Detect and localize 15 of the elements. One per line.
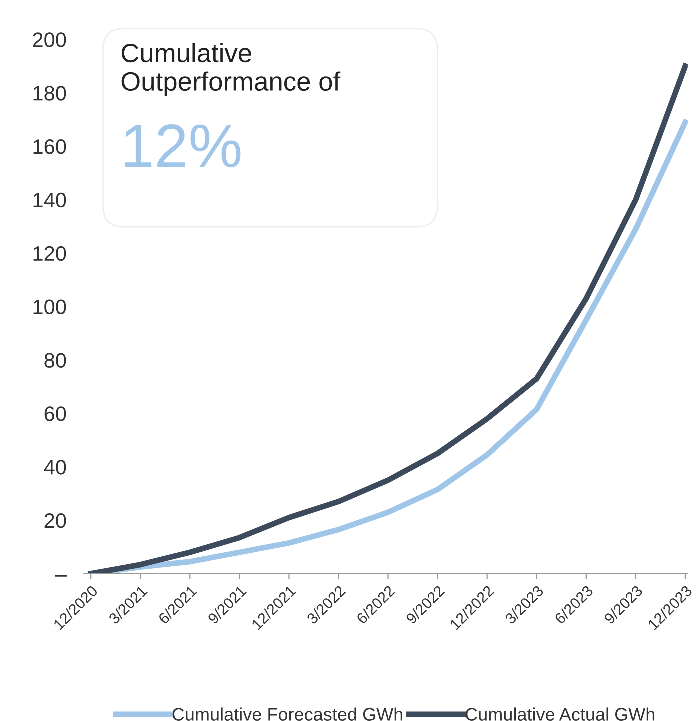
y-tick-label: 20 — [44, 513, 66, 528]
y-tick-label: 160 — [34, 140, 66, 154]
y-tick-label: – — [55, 575, 67, 577]
y-tick-label: 140 — [34, 192, 66, 208]
annotation: Cumulative Outperformance of — [122, 43, 341, 96]
legend-label: Cumulative Forecasted GWh — [172, 708, 402, 721]
y-tick-label: 40 — [44, 460, 66, 475]
annotation: 12% — [125, 124, 241, 168]
y-tick-label: 100 — [34, 300, 66, 315]
legend-label: Cumulative Actual GWh — [466, 708, 655, 721]
y-tick-label: 120 — [34, 246, 66, 262]
y-tick-label: 80 — [44, 353, 66, 368]
y-tick-label: 200 — [33, 32, 66, 48]
y-tick-label: 180 — [34, 86, 66, 101]
y-tick-label: 60 — [44, 406, 66, 422]
